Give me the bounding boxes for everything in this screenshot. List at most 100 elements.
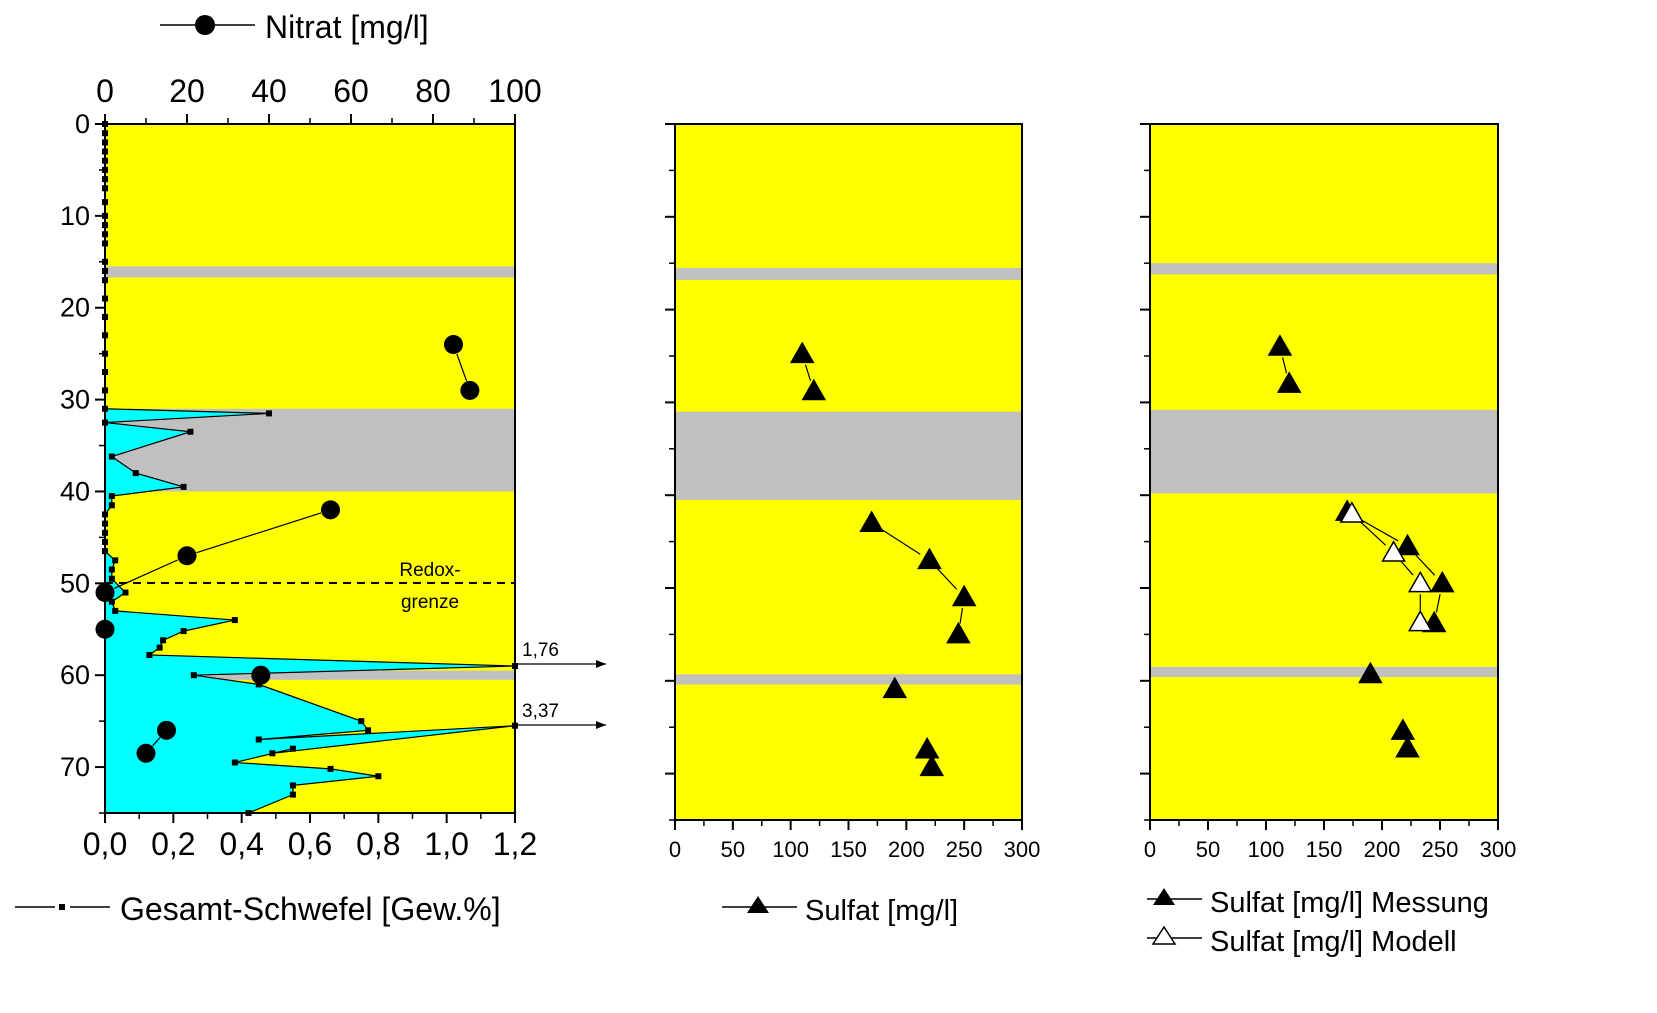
schwefel-point	[266, 410, 272, 417]
right-sulfat-axis: 0 50 100 150 200 250 300	[1144, 820, 1516, 862]
right-sulfat-x-tick-label: 200	[1364, 837, 1401, 862]
messung-connector	[1282, 357, 1288, 374]
schwefel-point	[112, 607, 119, 614]
schwefel-point	[231, 759, 238, 766]
schwefel-x-tick-label: 0,0	[83, 826, 127, 862]
legend-sulfat-messung: Sulfat [mg/l] Messung	[1147, 887, 1489, 919]
left-y-tick-label: 20	[60, 293, 90, 323]
nitrat-connector	[196, 512, 322, 554]
messung-point	[1276, 371, 1302, 393]
right-sulfat-x-tick-label: 50	[1196, 837, 1220, 862]
schwefel-x-tick-label: 0,2	[151, 826, 195, 862]
left-clay-band-3	[105, 670, 515, 680]
sulfat-point	[951, 584, 977, 607]
messung-point	[1430, 570, 1455, 593]
outlier-label-2: 3,37	[522, 701, 559, 722]
schwefel-x-tick-label: 0,4	[219, 826, 263, 862]
left-clay-band-2	[105, 408, 515, 492]
nitrat-x-tick-label: 20	[169, 73, 205, 109]
nitrat-axis: 0 20 40 60 80 100	[96, 73, 542, 124]
right-sulfat-series	[1267, 334, 1455, 758]
schwefel-point	[108, 566, 115, 573]
middle-clay-band-3	[675, 674, 1022, 685]
schwefel-x-tick-label: 1,0	[424, 826, 468, 862]
nitrat-point	[157, 720, 176, 740]
sulfat-point	[917, 547, 942, 570]
schwefel-point	[108, 493, 115, 500]
middle-clay-band-1	[675, 267, 1022, 280]
schwefel-point	[269, 750, 276, 757]
schwefel-point	[180, 628, 187, 635]
legend-schwefel: Gesamt-Schwefel [Gew.%]	[15, 891, 501, 927]
nitrat-connector	[113, 559, 179, 589]
modell-connector	[1359, 520, 1386, 546]
legend-messung-label: Sulfat [mg/l] Messung	[1210, 887, 1489, 919]
right-clay-band-3	[1150, 666, 1498, 678]
modell-point	[1407, 609, 1433, 632]
legend-nitrat: Nitrat [mg/l]	[160, 9, 429, 45]
schwefel-point	[289, 745, 296, 752]
schwefel-point	[327, 765, 334, 772]
modell-point	[1407, 570, 1433, 593]
modell-connector	[1400, 560, 1414, 576]
schwefel-axis: 0,0 0,2 0,4 0,6 0,8 1,0 1,2	[83, 813, 537, 862]
left-y-tick-label: 30	[60, 385, 90, 415]
schwefel-point	[108, 598, 115, 605]
left-clay-bands	[105, 266, 515, 680]
sulfat-point	[859, 510, 884, 533]
middle-sulfat-x-tick-label: 300	[1004, 837, 1041, 862]
schwefel-point	[358, 718, 365, 725]
outlier-arrowhead-2	[596, 721, 606, 729]
legend-sulfat-label: Sulfat [mg/l]	[805, 895, 958, 927]
schwefel-point	[108, 502, 115, 509]
nitrat-x-tick-label: 0	[96, 73, 114, 109]
left-y-tick-label: 10	[60, 201, 90, 231]
middle-clay-band-2	[675, 411, 1022, 500]
sulfat-point	[801, 378, 827, 401]
middle-sulfat-axis: 0 50 100 150 200 250 300	[669, 820, 1040, 862]
schwefel-point	[108, 575, 115, 582]
right-sulfat-x-tick-label: 100	[1248, 837, 1285, 862]
messung-connector	[1435, 594, 1441, 613]
left-y-tick-label: 60	[60, 660, 90, 690]
schwefel-point	[122, 589, 129, 596]
sulfat-connector	[936, 567, 958, 590]
nitrat-x-tick-label: 40	[251, 73, 287, 109]
redox-label-2: grenze	[401, 592, 459, 613]
schwefel-point	[180, 483, 187, 490]
schwefel-x-tick-label: 0,8	[356, 826, 400, 862]
sulfat-series	[789, 341, 977, 777]
left-clay-band-1	[105, 266, 515, 278]
nitrat-point	[444, 334, 463, 354]
right-clay-band-2	[1150, 409, 1498, 494]
right-depth-axis	[1140, 123, 1150, 821]
sulfat-connector	[959, 608, 964, 624]
modell-point	[1339, 501, 1365, 523]
middle-sulfat-x-tick-label: 0	[669, 837, 681, 862]
nitrat-x-tick-label: 100	[488, 73, 541, 109]
schwefel-x-tick-label: 0,6	[288, 826, 332, 862]
schwefel-point	[231, 617, 238, 624]
middle-sulfat-x-tick-label: 250	[946, 837, 983, 862]
schwefel-point	[289, 782, 296, 789]
right-sulfat-x-tick-label: 250	[1422, 837, 1459, 862]
modell-point	[1381, 540, 1406, 562]
legend-sulfat-marker	[747, 896, 769, 913]
sulfat-point	[882, 676, 908, 699]
schwefel-point	[289, 791, 296, 798]
middle-sulfat-x-tick-label: 50	[721, 837, 745, 862]
schwefel-point	[156, 644, 163, 651]
nitrat-point	[321, 500, 340, 520]
nitrat-connector	[456, 353, 468, 382]
left-y-tick-label: 40	[60, 476, 90, 506]
sulfat-point	[946, 621, 971, 644]
middle-sulfat-x-tick-label: 150	[830, 837, 867, 862]
nitrat-point	[251, 665, 271, 685]
messung-point	[1395, 736, 1420, 758]
legend-sulfat-modell: Sulfat [mg/l] Modell	[1147, 925, 1457, 958]
outlier-arrowhead-1	[596, 660, 606, 668]
sulfat-point	[789, 341, 815, 364]
schwefel-point	[146, 651, 153, 658]
right-clay-bands	[1150, 263, 1498, 678]
nitrat-point	[136, 743, 156, 763]
